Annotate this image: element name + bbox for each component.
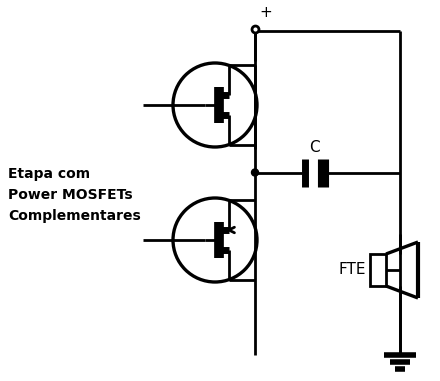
Bar: [370, 254, 386, 286]
Circle shape: [252, 169, 259, 176]
Text: FTE: FTE: [338, 263, 366, 277]
Text: Etapa com
Power MOSFETs
Complementares: Etapa com Power MOSFETs Complementares: [8, 167, 141, 223]
Text: +: +: [259, 5, 272, 20]
Text: C: C: [309, 139, 319, 155]
